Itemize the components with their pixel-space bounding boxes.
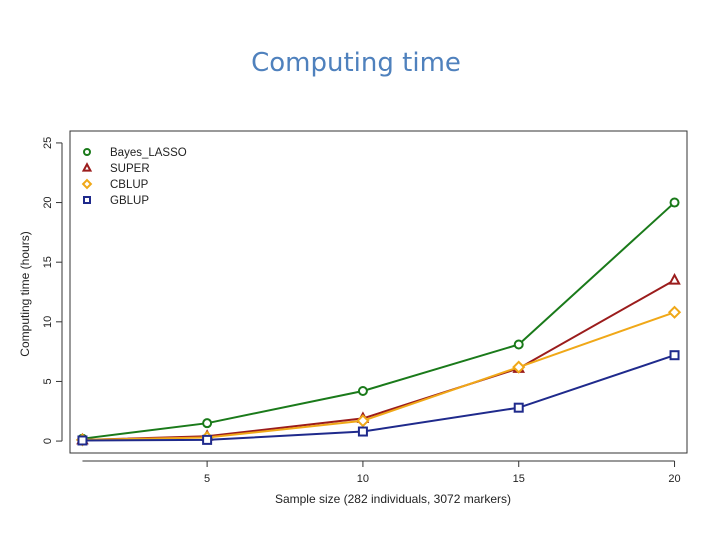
x-axis-title: Sample size (282 individuals, 3072 marke… [275,492,511,506]
data-point-super [668,272,681,285]
data-point-bayes-lasso [202,418,213,429]
data-point-cblup [356,414,370,428]
plot-frame [69,130,688,454]
legend-marker-cblup [81,178,93,190]
legend-label-super: SUPER [110,163,150,175]
y-tick-label: 10 [42,316,54,328]
series-layer [75,197,682,447]
data-point-gblup [202,434,213,445]
legend-label-cblup: CBLUP [110,179,149,191]
data-point-cblup [512,360,526,374]
slide-title: Computing time [251,48,461,78]
data-point-gblup [357,426,368,437]
data-point-bayes-lasso [669,197,680,208]
series-super [76,272,681,445]
legend: Bayes_LASSO SUPER CBLUP GBLUP [81,147,187,207]
legend-marker-bayes-lasso [83,148,91,156]
x-axis: 5 10 15 20 [82,460,681,485]
legend-label-bayes-lasso: Bayes_LASSO [110,147,187,159]
x-tick-label: 20 [668,473,680,485]
data-point-bayes-lasso [357,385,368,396]
data-point-gblup [669,350,680,361]
data-point-bayes-lasso [513,339,524,350]
x-tick-label: 15 [513,473,525,485]
y-tick-label: 20 [42,196,54,208]
x-tick-label: 5 [204,473,210,485]
y-axis: 0 5 10 15 20 25 [42,137,63,444]
legend-marker-super [81,162,93,172]
y-tick-label: 5 [42,378,54,384]
y-axis-title: Computing time (hours) [18,231,32,356]
data-point-gblup [77,435,88,446]
legend-marker-gblup [83,196,91,204]
y-tick-label: 15 [42,256,54,268]
series-bayes-lasso [77,197,680,444]
x-tick-label: 10 [357,473,369,485]
data-point-cblup [667,305,682,319]
series-line-bayes-lasso [82,201,676,440]
data-point-gblup [513,402,524,413]
series-gblup [77,350,680,446]
legend-label-gblup: GBLUP [110,195,149,207]
y-tick-label: 0 [42,438,54,444]
y-tick-label: 25 [42,137,54,149]
